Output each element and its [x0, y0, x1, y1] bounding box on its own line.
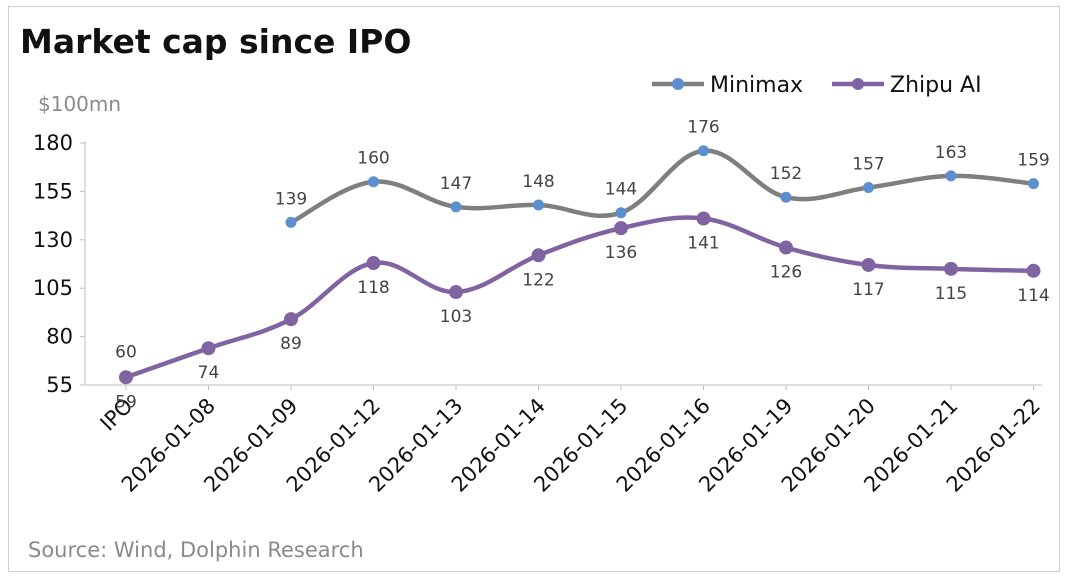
minimax-data-label: 160 — [357, 149, 389, 169]
minimax-data-label: 163 — [935, 143, 967, 163]
zhipu-ai-data-label: 117 — [852, 280, 884, 300]
zhipu-ai-point — [119, 370, 133, 385]
minimax-data-label: 157 — [852, 155, 884, 175]
chart-title: Market cap since IPO — [20, 22, 412, 61]
zhipu-ai-point — [284, 312, 298, 327]
minimax-point — [285, 216, 297, 228]
minimax-point — [1028, 178, 1039, 190]
zhipu-ai-point — [531, 248, 546, 263]
minimax-data-label: 147 — [440, 174, 472, 194]
minimax-data-label: 144 — [605, 180, 637, 200]
minimax-data-label: 176 — [687, 118, 719, 138]
zhipu-ai-point — [201, 341, 216, 356]
y-tick-label: 155 — [33, 179, 73, 203]
zhipu-ai-data-label: 122 — [522, 270, 554, 290]
zhipu-ai-point — [944, 261, 958, 276]
legend-minimax-label: Minimax — [710, 73, 803, 98]
zhipu-ai-data-label: 59 — [115, 392, 137, 412]
zhipu-ai-point — [449, 285, 463, 300]
zhipu-ai-point — [779, 240, 793, 255]
minimax-data-label: 60 — [115, 342, 137, 362]
minimax-point — [945, 170, 957, 182]
zhipu-ai-data-label: 115 — [935, 284, 967, 304]
zhipu-ai-point — [366, 256, 381, 271]
minimax-point — [780, 191, 792, 203]
legend-minimax-marker — [672, 78, 684, 90]
zhipu-ai-data-label: 89 — [280, 334, 302, 354]
zhipu-ai-data-label: 126 — [770, 263, 802, 283]
legend-zhipu-ai-marker — [852, 78, 864, 90]
zhipu-ai-series-line — [123, 215, 1036, 380]
minimax-series-line — [288, 148, 1036, 225]
zhipu-ai-point — [696, 211, 711, 226]
zhipu-ai-data-label: 114 — [1017, 286, 1049, 306]
zhipu-ai-data-label: 141 — [687, 234, 719, 254]
minimax-data-label: 139 — [275, 189, 307, 209]
minimax-data-label: 159 — [1017, 151, 1049, 171]
y-tick-label: 180 — [33, 131, 73, 155]
zhipu-ai-point — [861, 257, 876, 272]
minimax-point — [368, 176, 379, 188]
minimax-point — [615, 207, 627, 219]
zhipu-ai-data-label: 74 — [198, 363, 220, 383]
zhipu-ai-point — [614, 221, 628, 236]
y-tick-label: 80 — [46, 325, 73, 349]
legend-zhipu-ai-label: Zhipu AI — [890, 73, 982, 98]
minimax-point — [863, 182, 874, 194]
zhipu-ai-point — [1026, 263, 1041, 278]
source-note: Source: Wind, Dolphin Research — [28, 538, 364, 562]
y-tick-label: 55 — [46, 373, 73, 397]
minimax-point — [533, 199, 544, 211]
y-axis-unit-label: $100mn — [38, 92, 122, 116]
minimax-data-label: 152 — [770, 164, 802, 184]
chart-frame — [8, 6, 1060, 572]
zhipu-ai-data-label: 118 — [357, 278, 389, 298]
zhipu-ai-data-label: 136 — [605, 243, 637, 263]
minimax-data-label: 148 — [522, 172, 554, 192]
minimax-point — [450, 201, 462, 213]
y-tick-label: 130 — [33, 228, 73, 252]
minimax-point — [698, 145, 709, 157]
zhipu-ai-data-label: 103 — [440, 307, 472, 327]
y-tick-label: 105 — [33, 276, 73, 300]
